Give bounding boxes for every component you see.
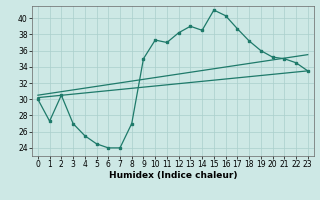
- X-axis label: Humidex (Indice chaleur): Humidex (Indice chaleur): [108, 171, 237, 180]
